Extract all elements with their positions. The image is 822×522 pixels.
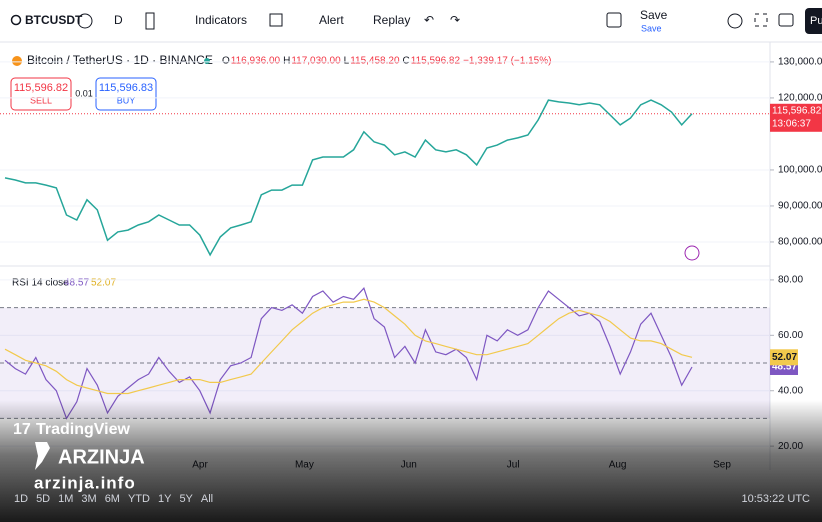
- range-button[interactable]: 5D: [36, 493, 50, 505]
- ohlc-value: 117,030.00: [291, 56, 341, 67]
- y-tick-label: 90,000.00: [778, 201, 822, 212]
- market-status: [204, 58, 210, 64]
- toolbar: [0, 0, 822, 42]
- y-tick-label: 100,000.00: [778, 165, 822, 176]
- axis-value-label: 48.57: [772, 362, 797, 373]
- ohlc-value: 116,936.00: [231, 56, 281, 67]
- search-icon[interactable]: [10, 14, 22, 26]
- y-tick-label: 130,000.00: [778, 57, 822, 68]
- range-button[interactable]: 3M: [81, 493, 96, 505]
- ohlc-value: 115,458.20: [350, 56, 400, 67]
- buy-button[interactable]: [95, 77, 157, 111]
- range-button[interactable]: 5Y: [179, 493, 193, 505]
- redo[interactable]: ↷: [450, 13, 460, 27]
- layouts[interactable]: [269, 13, 283, 27]
- publish[interactable]: Pu: [810, 15, 822, 27]
- symbol[interactable]: BTCUSDT: [25, 13, 83, 27]
- ohlc-value: 115,596.82: [411, 56, 461, 67]
- rsi-title: RSI 14 close: [12, 278, 69, 289]
- select-box[interactable]: [606, 12, 622, 28]
- range-button[interactable]: 1D: [14, 493, 28, 505]
- range-button[interactable]: 1M: [58, 493, 73, 505]
- price-tag-countdown: 13:06:37: [772, 118, 811, 129]
- brand: TradingView: [36, 421, 131, 438]
- range-button[interactable]: YTD: [128, 493, 150, 505]
- ohlc-legend: O 116,936.00 H 117,030.00 L 115,458.20 C 115,59…: [222, 56, 551, 67]
- ohlc-label: L: [344, 56, 350, 67]
- change: −1,339.17 (−1.15%): [463, 56, 551, 67]
- add-symbol[interactable]: [77, 13, 93, 29]
- range-button[interactable]: 6M: [105, 493, 120, 505]
- spread: 0.01: [75, 88, 93, 98]
- y-tick-label: 60.00: [778, 330, 803, 341]
- indicators[interactable]: Indicators: [195, 13, 247, 27]
- brand-logo: 17: [13, 421, 31, 438]
- fullscreen-icon[interactable]: [754, 13, 768, 27]
- ohlc-label: O: [222, 56, 230, 67]
- sell-button[interactable]: [10, 77, 72, 111]
- ohlc-label: C: [403, 56, 410, 67]
- site-name: ARZINJA: [58, 446, 145, 468]
- rsi-value: 48.57: [64, 278, 89, 289]
- snapshot-icon[interactable]: [778, 13, 794, 27]
- axis-value-tag: [770, 349, 798, 366]
- rsi-ma-value: 52.07: [91, 278, 116, 289]
- coin-icon: [12, 56, 22, 66]
- undo[interactable]: ↶: [424, 13, 434, 27]
- y-tick-label: 40.00: [778, 385, 803, 396]
- site-logo: [35, 442, 50, 470]
- event-icon[interactable]: [684, 245, 700, 261]
- y-tick-label: 120,000.00: [778, 93, 822, 104]
- alert[interactable]: Alert: [319, 13, 344, 27]
- buy-price[interactable]: 115,596.83: [99, 82, 153, 94]
- settings-icon[interactable]: [727, 13, 743, 29]
- publish-button[interactable]: [805, 8, 822, 34]
- y-tick-label: 80,000.00: [778, 237, 822, 248]
- range-button[interactable]: 1Y: [158, 493, 172, 505]
- sell-label[interactable]: SELL: [30, 95, 52, 105]
- site-url: arzinja.info: [34, 473, 136, 492]
- series-line: [4, 298, 693, 395]
- chart-type[interactable]: [145, 12, 155, 30]
- price-tag-price: 115,596.82: [772, 105, 822, 116]
- symbol-title: Bitcoin / TetherUS · 1D · BINANCE: [27, 53, 213, 67]
- ohlc-label: H: [283, 56, 290, 67]
- buy-label[interactable]: BUY: [117, 95, 136, 105]
- range-button[interactable]: All: [201, 493, 213, 505]
- interval[interactable]: D: [114, 13, 123, 27]
- y-tick-label: 80.00: [778, 275, 803, 286]
- series-line: [4, 287, 693, 420]
- sell-price[interactable]: 115,596.82: [14, 82, 68, 94]
- price-tag: [770, 103, 822, 132]
- watermark-fade: [0, 400, 822, 522]
- replay[interactable]: Replay: [373, 13, 410, 27]
- clock: 10:53:22 UTC: [742, 493, 811, 505]
- series-line: [4, 99, 693, 257]
- axis-value-label: 52.07: [772, 352, 797, 363]
- save-sub: Save: [641, 23, 662, 33]
- save[interactable]: Save: [640, 8, 668, 22]
